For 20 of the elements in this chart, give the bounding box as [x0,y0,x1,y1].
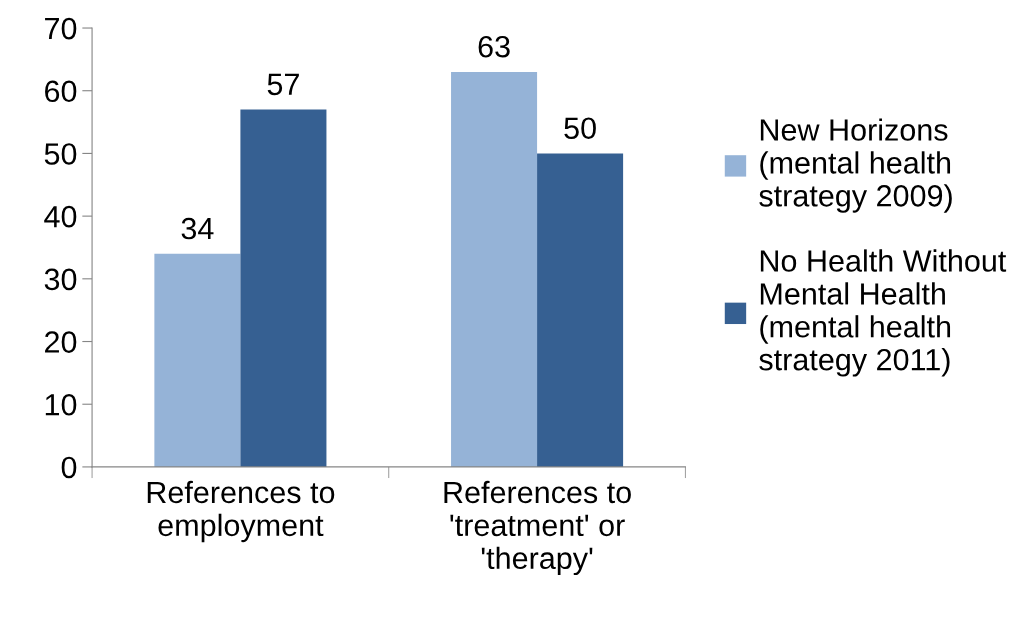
y-tick-label: 70 [45,17,77,40]
data-label: 63 [478,35,510,58]
bar [240,109,327,467]
data-label: 34 [181,217,214,240]
y-tick-label: 10 [45,393,77,416]
y-tick-label: 50 [44,143,77,165]
x-tick-label: References to employment [147,480,335,543]
bar [537,153,624,467]
x-tick-label: References to 'treatment' or 'therapy' [444,480,631,576]
bar [154,253,241,467]
y-tick-label: 20 [45,331,77,353]
y-tick-label: 40 [44,205,77,228]
data-label: 57 [267,73,299,96]
data-label: 50 [564,117,596,140]
legend-label: No Health Without Mental Health (mental health strategy 2011) [759,249,1007,377]
legend-label: New Horizons (mental health strategy 2009) [759,118,952,213]
y-tick-label: 30 [44,268,77,291]
y-tick-label: 60 [45,80,77,103]
y-tick-label: 0 [61,456,77,479]
bar [451,71,538,467]
